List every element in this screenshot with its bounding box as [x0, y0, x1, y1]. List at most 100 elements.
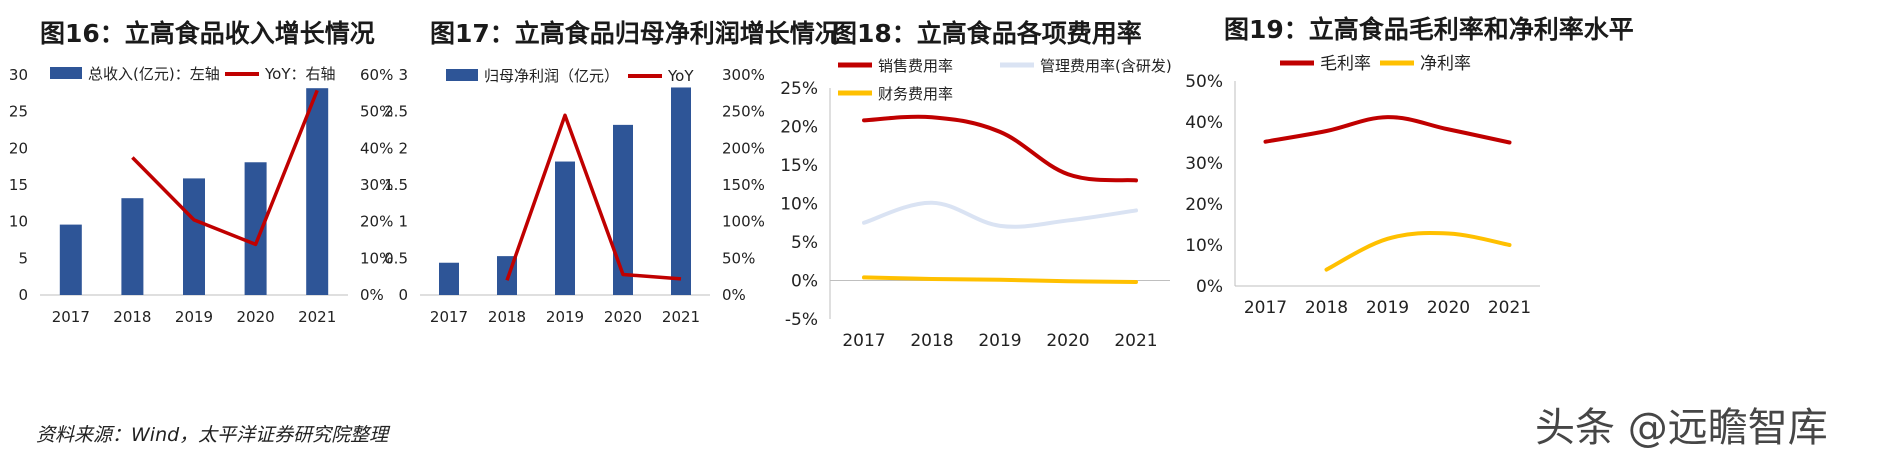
bar: [121, 198, 144, 295]
y-right-tick-label: 250%: [722, 103, 765, 121]
y-left-tick-label: 10: [9, 213, 28, 231]
x-tick-label: 2020: [237, 308, 275, 326]
y-tick-label: 50%: [1185, 72, 1223, 92]
x-tick-label: 2019: [546, 308, 584, 326]
x-tick-label: 2020: [1427, 298, 1470, 318]
chart-title: 图17：立高食品归母净利润增长情况: [430, 19, 840, 48]
legend-label: 管理费用率(含研发): [1040, 57, 1172, 75]
y-tick-label: 0%: [791, 272, 818, 292]
y-right-tick-label: 30%: [360, 176, 393, 194]
y-tick-label: 20%: [1185, 195, 1223, 215]
y-right-tick-label: 60%: [360, 66, 393, 84]
x-tick-label: 2021: [1114, 331, 1157, 351]
y-right-tick-label: 0%: [722, 286, 746, 304]
bar: [244, 162, 267, 295]
chart-title: 图19：立高食品毛利率和净利率水平: [1224, 15, 1634, 44]
y-left-tick-label: 0: [398, 286, 408, 304]
legend-label: 财务费用率: [878, 85, 953, 103]
y-tick-label: 20%: [780, 118, 818, 138]
chart-fig18: -5% 0% 5% 10% 15% 20% 25% 2017 2018 2019 2020 2021 销…: [780, 57, 1172, 351]
y-left-tick-label: 1: [398, 213, 408, 231]
legend-swatch-bar: [446, 69, 478, 81]
y-left-tick-label: 2: [398, 139, 408, 157]
y-left-tick-label: 3: [398, 66, 408, 84]
y-left-tick-label: 2.5: [384, 103, 408, 121]
chart-title: 图18：立高食品各项费用率: [832, 19, 1142, 48]
legend-label: 归母净利润（亿元）: [484, 67, 619, 85]
x-tick-label: 2021: [1488, 298, 1531, 318]
y-tick-label: 40%: [1185, 113, 1223, 133]
x-tick-label: 2018: [113, 308, 151, 326]
y-right-tick-label: 150%: [722, 176, 765, 194]
bar: [439, 262, 459, 295]
y-tick-label: -5%: [785, 310, 818, 330]
y-left-tick-label: 1.5: [384, 176, 408, 194]
y-right-tick-label: 40%: [360, 139, 393, 157]
y-left-tick-label: 30: [9, 66, 28, 84]
x-tick-label: 2017: [52, 308, 90, 326]
x-tick-label: 2018: [1305, 298, 1348, 318]
y-left-tick-label: 20: [9, 139, 28, 157]
y-tick-label: 5%: [791, 233, 818, 253]
legend-label: YoY: [667, 67, 694, 85]
y-left-tick-label: 5: [18, 249, 28, 267]
x-tick-label: 2019: [978, 331, 1021, 351]
bar: [183, 178, 205, 295]
watermark: 头条 @远瞻智库: [1535, 405, 1828, 451]
y-tick-label: 30%: [1185, 154, 1223, 174]
x-tick-label: 2019: [175, 308, 213, 326]
bar: [613, 124, 633, 295]
legend-label: 毛利率: [1320, 54, 1371, 74]
y-right-tick-label: 100%: [722, 213, 765, 231]
legend-label: 净利率: [1420, 54, 1471, 74]
source-note: 资料来源：Wind，太平洋证券研究院整理: [36, 424, 389, 446]
chart-title: 图16：立高食品收入增长情况: [40, 19, 375, 48]
bar: [555, 161, 575, 295]
series-line: [862, 200, 1138, 229]
x-tick-label: 2018: [488, 308, 526, 326]
y-tick-label: 10%: [1185, 236, 1223, 256]
y-right-tick-label: 200%: [722, 139, 765, 157]
chart-fig16: 0 5 10 15 20 25 30 0% 10% 20% 30% 40% 50% 60% 2017 2018…: [9, 65, 393, 326]
series-line: [862, 114, 1138, 183]
legend-label: YoY：右轴: [264, 65, 336, 83]
y-right-tick-label: 50%: [360, 103, 393, 121]
y-tick-label: 15%: [780, 156, 818, 176]
y-tick-label: 10%: [780, 195, 818, 215]
legend-swatch-bar: [50, 67, 82, 79]
bar: [59, 224, 82, 295]
x-tick-label: 2020: [1046, 331, 1089, 351]
chart-panel-fig17: 图17：立高食品归母净利润增长情况 0 0.5 1 1.5 2 2.5 3 0% 50% 100%…: [384, 0, 840, 447]
chart-panel-fig19: 图19：立高食品毛利率和净利率水平 0% 10% 20% 30% 40% 50% 2017 2…: [1185, 0, 1896, 447]
x-tick-label: 2021: [662, 308, 700, 326]
y-tick-label: 0%: [1196, 277, 1223, 297]
x-tick-label: 2019: [1366, 298, 1409, 318]
y-left-tick-label: 15: [9, 176, 28, 194]
x-tick-label: 2020: [604, 308, 642, 326]
x-tick-label: 2021: [298, 308, 336, 326]
bar: [306, 88, 329, 295]
chart-panel-fig18: 图18：立高食品各项费用率 -5% 0% 5% 10% 15% 20% 25% 2017 201…: [780, 0, 1200, 447]
x-tick-label: 2017: [1244, 298, 1287, 318]
series-line: [862, 275, 1138, 285]
y-right-tick-label: 10%: [360, 249, 393, 267]
yoy-line: [505, 113, 682, 281]
y-tick-label: 25%: [780, 79, 818, 99]
chart-panel-fig16: 图16：立高食品收入增长情况 0 5 10 15 20 25 30 0% 10% 20% 30% 40…: [0, 0, 400, 447]
chart-fig17: 0 0.5 1 1.5 2 2.5 3 0% 50% 100% 150% 200% 250% 300% 20…: [384, 66, 765, 326]
y-right-tick-label: 300%: [722, 66, 765, 84]
y-left-tick-label: 0: [18, 286, 28, 304]
legend-label: 销售费用率: [878, 57, 953, 75]
series-line: [1263, 115, 1512, 145]
y-left-tick-label: 0.5: [384, 249, 408, 267]
x-tick-label: 2017: [430, 308, 468, 326]
yoy-line: [131, 89, 319, 247]
legend-label: 总收入(亿元)：左轴: [88, 65, 220, 83]
x-tick-label: 2017: [842, 331, 885, 351]
y-right-tick-label: 20%: [360, 213, 393, 231]
bar: [671, 87, 691, 295]
y-right-tick-label: 50%: [722, 249, 755, 267]
series-line: [1324, 230, 1512, 272]
y-left-tick-label: 25: [9, 103, 28, 121]
x-tick-label: 2018: [910, 331, 953, 351]
